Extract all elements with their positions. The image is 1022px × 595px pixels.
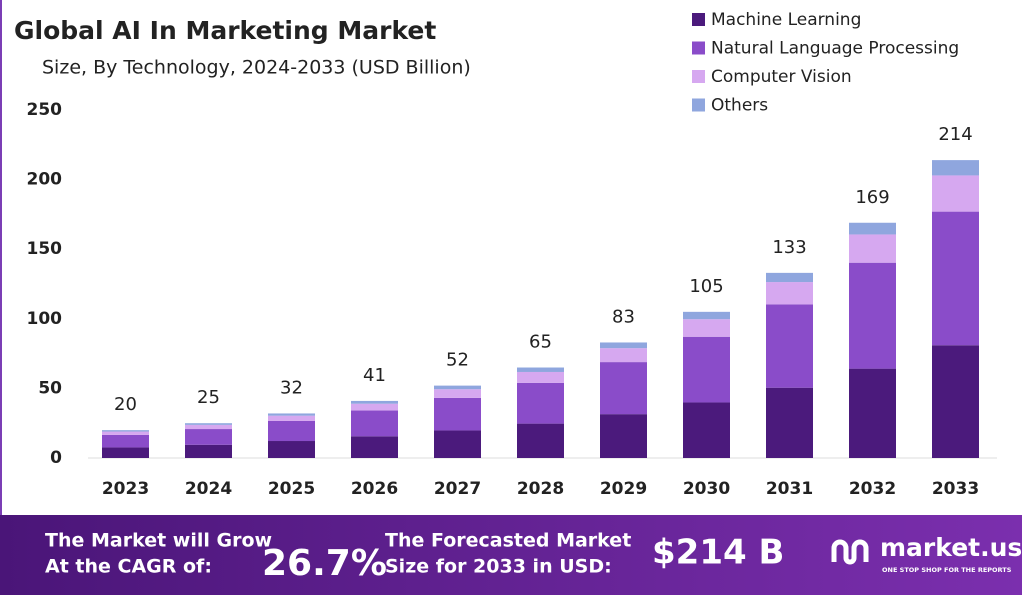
bar-segment <box>932 211 979 346</box>
bar-segment <box>268 415 315 421</box>
chart-subtitle: Size, By Technology, 2024-2033 (USD Bill… <box>42 57 471 79</box>
x-tick-label: 2032 <box>849 479 896 499</box>
total-label: 65 <box>529 332 552 353</box>
bar-segment <box>102 431 149 435</box>
chart-title: Global AI In Marketing Market <box>14 16 436 45</box>
x-tick-label: 2029 <box>600 479 647 499</box>
bar-segment <box>932 175 979 212</box>
y-tick-label: 150 <box>27 239 63 259</box>
bar-segment <box>600 414 647 458</box>
bar-segment <box>766 387 813 458</box>
total-label: 214 <box>938 124 972 145</box>
x-tick-label: 2028 <box>517 479 564 499</box>
x-tick-label: 2025 <box>268 479 315 499</box>
y-tick-label: 0 <box>50 448 62 468</box>
total-label: 20 <box>114 394 137 415</box>
bar-segment <box>351 400 398 404</box>
cagr-text: The Market will Grow <box>45 530 272 552</box>
cagr-value: 26.7% <box>262 543 387 584</box>
total-label: 133 <box>772 237 806 258</box>
legend-label: Others <box>711 96 768 116</box>
x-tick-label: 2023 <box>102 479 149 499</box>
bar-segment <box>683 402 730 458</box>
bar-segment <box>268 420 315 442</box>
total-label: 25 <box>197 387 220 408</box>
bar-segment <box>932 160 979 176</box>
forecast-text: The Forecasted Market <box>385 530 631 552</box>
y-tick-label: 250 <box>27 100 63 120</box>
bar-segment <box>185 423 232 425</box>
bar-segment <box>102 447 149 458</box>
bar-segment <box>434 385 481 390</box>
bar-segment <box>434 397 481 431</box>
bar-segment <box>185 444 232 458</box>
bar-segment <box>434 430 481 458</box>
legend-swatch <box>692 41 705 55</box>
bar-segment <box>102 434 149 448</box>
bar-segment <box>766 304 813 388</box>
y-tick-label: 200 <box>27 170 63 190</box>
legend-swatch <box>692 70 705 83</box>
bar-segment <box>849 222 896 235</box>
brand: market.us <box>880 533 1022 562</box>
bar-segment <box>185 424 232 430</box>
bar-segment <box>600 348 647 363</box>
x-tick-label: 2027 <box>434 479 481 499</box>
bar-segment <box>683 319 730 337</box>
brand-icon <box>831 539 869 565</box>
bar-segment <box>351 410 398 437</box>
total-label: 41 <box>363 365 386 386</box>
bar-segment <box>849 234 896 263</box>
cagr-text: At the CAGR of: <box>45 556 212 578</box>
bar-segment <box>517 382 564 424</box>
x-tick-label: 2030 <box>683 479 730 499</box>
bar-segment <box>185 429 232 445</box>
bar-segment <box>351 436 398 458</box>
bar-segment <box>849 368 896 458</box>
bar-segment <box>932 345 979 458</box>
x-tick-label: 2033 <box>932 479 979 499</box>
legend-swatch <box>692 98 705 112</box>
bar-segment <box>102 430 149 432</box>
total-label: 32 <box>280 377 303 398</box>
bar-segment <box>849 262 896 369</box>
bar-segment <box>683 336 730 403</box>
bar-segment <box>517 371 564 383</box>
bar-segment <box>268 413 315 416</box>
bar-segment <box>517 423 564 458</box>
total-label: 169 <box>855 187 889 208</box>
bar-segment <box>683 311 730 320</box>
bar-segment <box>600 362 647 415</box>
y-tick-label: 50 <box>38 378 62 398</box>
bar-segment <box>351 403 398 411</box>
forecast-value: $214 B <box>652 533 784 573</box>
x-tick-label: 2026 <box>351 479 398 499</box>
bar-segment <box>434 389 481 398</box>
bar-segment <box>600 342 647 349</box>
tagline: ONE STOP SHOP FOR THE REPORTS <box>882 566 1012 574</box>
x-tick-label: 2024 <box>185 479 232 499</box>
total-label: 105 <box>689 276 723 297</box>
bar-segment <box>517 367 564 372</box>
legend-swatch <box>692 13 705 26</box>
y-tick-label: 100 <box>27 309 63 329</box>
legend-label: Machine Learning <box>711 10 861 30</box>
bar-segment <box>766 272 813 283</box>
forecast-text: Size for 2033 in USD: <box>385 556 612 578</box>
total-label: 52 <box>446 350 469 371</box>
bar-segment <box>268 441 315 458</box>
legend-label: Natural Language Processing <box>711 39 959 59</box>
legend-label: Computer Vision <box>711 67 852 87</box>
bar-segment <box>766 282 813 305</box>
x-tick-label: 2031 <box>766 479 813 499</box>
total-label: 83 <box>612 306 635 327</box>
